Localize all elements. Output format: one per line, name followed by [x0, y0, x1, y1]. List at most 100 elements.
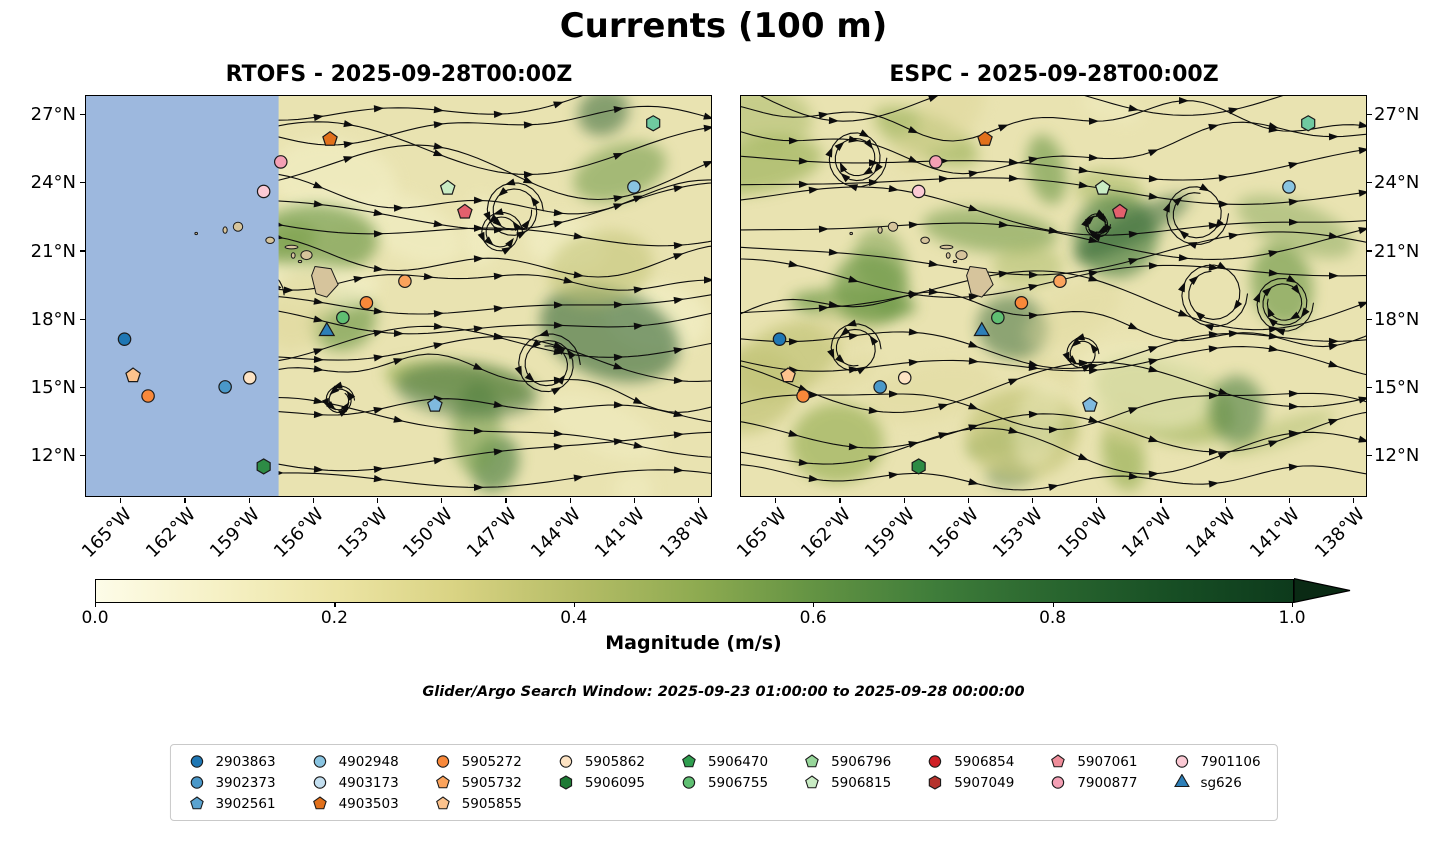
platform-marker [273, 155, 288, 169]
circle-marker-icon [313, 755, 326, 768]
legend-label: 7900877 [1077, 774, 1138, 791]
legend-label: 5906854 [954, 753, 1015, 770]
y-tick-mark [1367, 250, 1372, 252]
platform-marker [242, 371, 257, 385]
x-tick-label: 138°W [1310, 504, 1369, 563]
platform-marker [796, 389, 810, 403]
colorbar-tick-mark [1052, 602, 1054, 607]
legend-item-5906095: 5906095 [556, 774, 645, 791]
legend-label: 7901106 [1200, 753, 1261, 770]
x-tick-mark [1224, 498, 1226, 503]
legend-item-4903173: 4903173 [310, 774, 399, 791]
legend-column: 5906796 5906815 [802, 753, 891, 791]
colorbar-extend-arrow [1294, 578, 1351, 603]
legend-label: 5905855 [461, 795, 522, 812]
circle-marker-icon [436, 755, 449, 768]
legend-item-4902948: 4902948 [310, 753, 399, 770]
espc-map-panel [740, 95, 1367, 497]
legend-column: 5905272 5905732 5905855 [433, 753, 522, 812]
colorbar-tick-mark [95, 602, 97, 607]
circle-marker-icon [1175, 755, 1188, 768]
x-tick-mark [505, 498, 507, 503]
legend-label: 5907061 [1077, 753, 1138, 770]
y-tick-label-right: 18°N [1374, 308, 1420, 330]
legend-item-5906854: 5906854 [925, 753, 1014, 770]
platform-marker [256, 458, 271, 475]
platform-marker [1082, 396, 1098, 412]
platform-marker [897, 371, 912, 385]
y-tick-mark [80, 182, 85, 184]
x-tick-label: 150°W [398, 504, 457, 563]
x-tick-label: 144°W [526, 504, 586, 563]
legend-item-5907061: 5907061 [1048, 753, 1137, 770]
pentagon-marker-icon [682, 754, 696, 768]
platform-marker [322, 130, 338, 146]
platform-marker [218, 380, 232, 394]
legend-label: 4902948 [338, 753, 399, 770]
circle-marker-icon [1052, 776, 1065, 789]
search-window-caption: Glider/Argo Search Window: 2025-09-23 01… [422, 684, 1025, 700]
platform-marker [1094, 179, 1111, 195]
x-tick-mark [120, 498, 122, 503]
platform-legend: 2903863 3902373 3902561 4902948 4903173 49035… [169, 744, 1278, 821]
platform-marker [125, 367, 141, 383]
legend-item-5905732: 5905732 [433, 774, 522, 791]
x-tick-mark [775, 498, 777, 503]
y-tick-mark [80, 114, 85, 116]
colorbar-tick-mark [573, 602, 575, 607]
platform-marker [772, 332, 787, 346]
y-tick-label-left: 27°N [30, 104, 76, 126]
platform-marker [439, 179, 456, 195]
platform-marker [1053, 274, 1067, 289]
y-tick-mark [80, 318, 85, 320]
x-tick-label: 159°W [860, 504, 920, 563]
platform-marker [1014, 296, 1029, 310]
y-tick-label-right: 24°N [1374, 172, 1420, 194]
y-tick-label-left: 21°N [30, 240, 76, 262]
legend-item-5905855: 5905855 [433, 795, 522, 812]
platform-marker [318, 321, 336, 337]
platform-marker [911, 184, 926, 199]
colorbar-gradient [95, 578, 1294, 603]
legend-label: 3902373 [215, 774, 276, 791]
colorbar-tick-label: 0.0 [81, 608, 109, 628]
legend-column: 4902948 4903173 4903503 [310, 753, 399, 812]
panel-title-rtofs: RTOFS - 2025-09-28T00:00Z [225, 62, 573, 87]
x-tick-mark [312, 498, 314, 503]
legend-label: 5906095 [584, 774, 645, 791]
x-tick-mark [967, 498, 969, 503]
x-tick-label: 156°W [270, 504, 329, 563]
platform-marker [977, 130, 993, 146]
x-tick-mark [633, 498, 636, 503]
legend-item-3902373: 3902373 [186, 774, 276, 791]
colorbar-label: Magnitude (m/s) [605, 632, 782, 654]
platform-marker [973, 321, 991, 337]
colorbar [95, 578, 1352, 603]
x-tick-mark [1353, 498, 1355, 503]
legend-item-sg626: sg626 [1171, 774, 1260, 791]
pentagon-marker-icon [805, 754, 819, 768]
circle-marker-icon [190, 755, 203, 768]
platform-marker [141, 389, 155, 403]
y-tick-label-left: 15°N [30, 376, 76, 398]
colorbar-tick-label: 0.4 [560, 608, 588, 628]
colorbar-tick-mark [1292, 602, 1294, 607]
legend-label: 5906470 [707, 753, 769, 770]
x-tick-mark [248, 498, 250, 503]
y-tick-label-right: 12°N [1374, 445, 1420, 467]
platform-marker [873, 380, 887, 394]
legend-label: sg626 [1200, 774, 1242, 791]
y-tick-label-left: 24°N [30, 172, 76, 194]
legend-item-3902561: 3902561 [186, 795, 276, 812]
y-tick-mark [1367, 318, 1372, 320]
circle-marker-icon [559, 755, 573, 768]
circle-marker-icon [928, 755, 942, 768]
legend-label: 5907049 [954, 774, 1015, 791]
x-tick-mark [839, 498, 841, 503]
x-tick-label: 156°W [925, 504, 984, 563]
colorbar-tick-label: 0.6 [799, 608, 827, 628]
y-tick-mark [1367, 182, 1372, 184]
x-tick-label: 165°W [77, 504, 136, 563]
x-tick-mark [569, 498, 571, 503]
